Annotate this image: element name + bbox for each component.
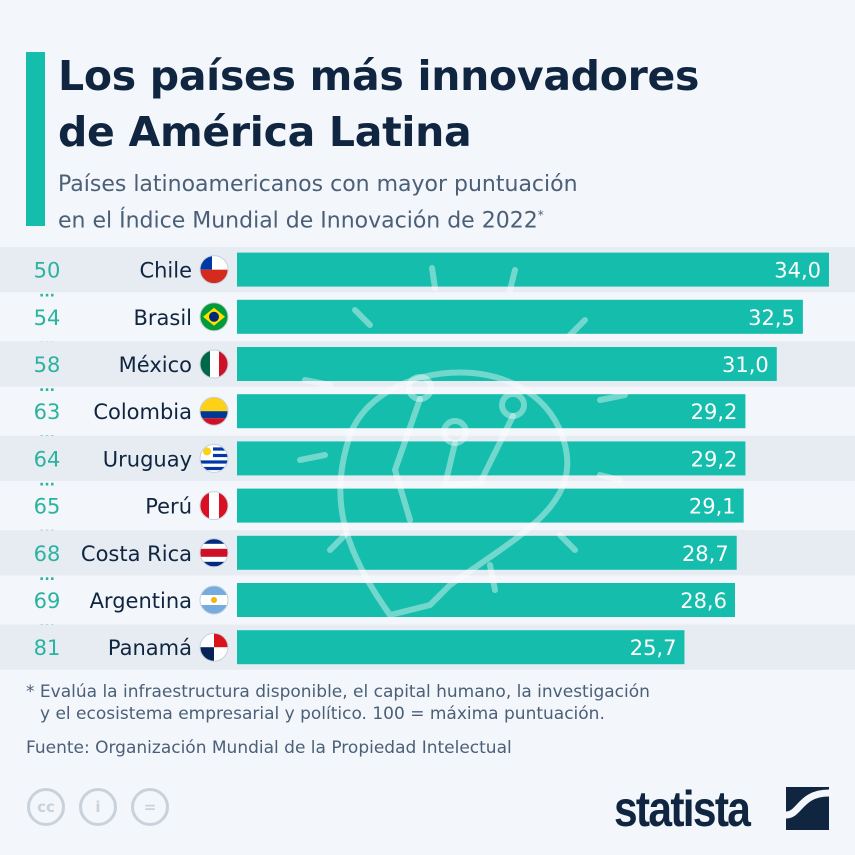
category-label: Perú (145, 495, 192, 519)
rank-label: 81 (34, 636, 61, 660)
page-title: Los países más innovadores de América Lat… (58, 48, 699, 160)
rank-label: 50 (34, 259, 61, 283)
rank-label: 64 (34, 447, 61, 471)
rank-label: 63 (34, 400, 61, 424)
flag-border (199, 443, 229, 473)
value-label: 32,5 (748, 306, 795, 330)
by-icon: i (79, 788, 117, 826)
flag-icon (200, 491, 228, 520)
value-label: 31,0 (722, 353, 769, 377)
footnote-line-2: y el ecosistema empresarial y político. … (40, 704, 605, 724)
value-label: 28,7 (682, 542, 729, 566)
category-label: Chile (139, 259, 192, 283)
rank-label: 65 (34, 495, 61, 519)
bar-Chile (237, 252, 829, 287)
bar-Argentina (237, 583, 735, 617)
flag-border (199, 632, 229, 662)
flag-border (199, 302, 229, 332)
rank-label: 69 (34, 589, 61, 613)
bar-Brasil (237, 299, 803, 334)
flag-border (199, 396, 229, 426)
flag-icon (200, 586, 228, 614)
bar-Uruguay (237, 441, 746, 476)
value-label: 34,0 (774, 259, 821, 283)
category-label: Panamá (108, 636, 192, 660)
value-label: 29,2 (691, 447, 738, 471)
flag-icon (200, 255, 228, 284)
category-label: Uruguay (103, 447, 192, 471)
value-label: 29,1 (689, 495, 736, 519)
rank-label: 68 (34, 542, 61, 566)
rank-label: 54 (34, 306, 61, 330)
rank-separator: ... (39, 568, 55, 584)
bar-Colombia (237, 394, 746, 429)
statista-logo-icon (786, 787, 829, 830)
flag-icon (200, 633, 228, 662)
bar-chart: 50... Chile 34,0 54... Brasil 32,5 58... México… (0, 247, 855, 670)
category-label: Brasil (133, 306, 192, 330)
bar-Perú (237, 488, 744, 523)
bar-Panamá (237, 630, 685, 665)
rank-separator: ... (39, 285, 55, 301)
flag-border (199, 255, 229, 285)
value-label: 29,2 (691, 400, 738, 424)
value-label: 28,6 (680, 589, 727, 613)
source: Fuente: Organización Mundial de la Propi… (26, 738, 512, 758)
title-line-2: de América Latina (58, 108, 472, 156)
flag-icon (200, 302, 228, 331)
rank-separator: ... (39, 473, 55, 489)
flag-icon (200, 444, 228, 473)
flag-border (199, 585, 229, 615)
title-line-1: Los países más innovadores (58, 52, 700, 100)
flag-icon (200, 350, 228, 378)
rank-separator: ... (39, 379, 55, 395)
subtitle-line-1: Países latinoamericanos con mayor puntua… (58, 172, 578, 197)
category-label: Argentina (90, 589, 192, 613)
bar-México (237, 347, 777, 381)
footnote-line-1: * Evalúa la infraestructura disponible, … (26, 682, 650, 702)
cc-icon: cc (27, 788, 65, 826)
category-label: México (119, 353, 192, 377)
flag-border (199, 349, 229, 379)
flag-border (199, 538, 229, 568)
subtitle: Países latinoamericanos con mayor puntua… (58, 169, 578, 236)
flag-border (199, 491, 229, 521)
category-label: Costa Rica (81, 542, 192, 566)
subtitle-line-2: en el Índice Mundial de Innovación de 20… (58, 208, 538, 234)
flag-icon (200, 397, 228, 426)
nd-icon: = (131, 788, 169, 826)
value-label: 25,7 (630, 636, 677, 660)
subtitle-footnote-mark: * (537, 208, 544, 222)
footnote: * Evalúa la infraestructura disponible, … (26, 681, 650, 725)
title-accent-bar (26, 52, 45, 226)
lightbulb-watermark-icon (297, 265, 628, 619)
bar-Costa Rica (237, 535, 737, 570)
rank-label: 58 (34, 353, 61, 377)
statista-logo: statista (614, 781, 751, 837)
category-label: Colombia (93, 400, 192, 424)
flag-icon (200, 538, 228, 567)
